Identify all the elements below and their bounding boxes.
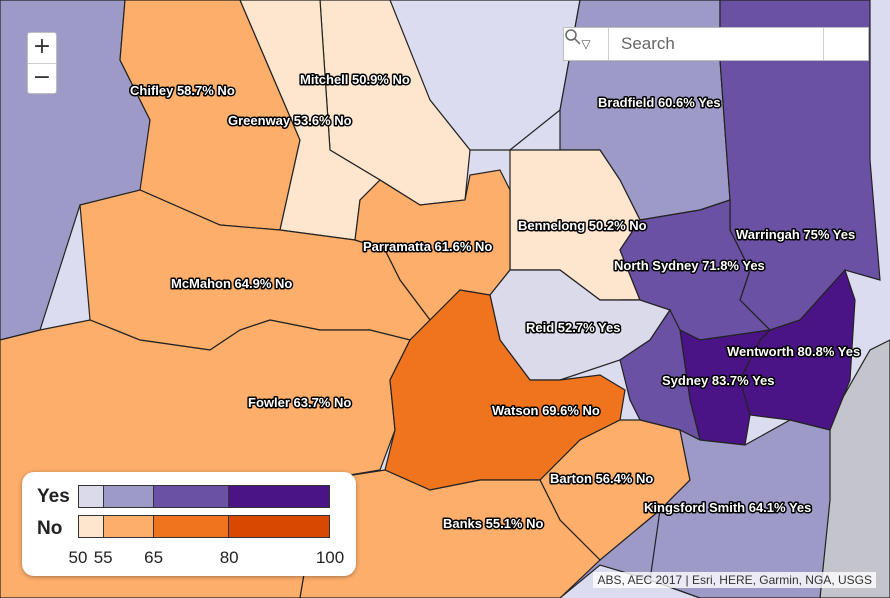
label-banks: Banks 55.1% No — [443, 516, 543, 531]
label-warringah: Warringah 75% Yes — [736, 227, 855, 242]
label-barton: Barton 56.4% No — [550, 471, 653, 486]
legend-tick-label: 50 — [68, 548, 88, 567]
legend-no-label: No — [37, 518, 63, 539]
label-chifley: Chifley 58.7% No — [130, 83, 235, 98]
label-north-sydney: North Sydney 71.8% Yes — [614, 258, 765, 273]
search-widget: ▽ — [563, 27, 869, 61]
legend-tick-label: 80 — [219, 548, 239, 567]
search-button[interactable] — [565, 28, 868, 60]
legend-swatch — [154, 486, 229, 507]
search-input[interactable] — [609, 28, 823, 60]
label-greenway: Greenway 53.6% No — [228, 113, 352, 128]
label-parramatta: Parramatta 61.6% No — [363, 239, 492, 254]
legend: Yes No 50 55 65 80 100 — [22, 472, 356, 576]
legend-swatch — [104, 486, 154, 507]
legend-no-bar — [78, 515, 330, 538]
label-wentworth: Wentworth 80.8% Yes — [727, 344, 860, 359]
label-bradfield: Bradfield 60.6% Yes — [598, 95, 721, 110]
legend-tick-label: 55 — [93, 548, 113, 567]
label-bennelong: Bennelong 50.2% No — [518, 218, 647, 233]
legend-yes-bar — [78, 485, 330, 508]
label-watson: Watson 69.6% No — [492, 403, 600, 418]
zoom-out-button[interactable]: − — [32, 65, 52, 90]
zoom-divider — [28, 63, 56, 64]
district-labels: Chifley 58.7% No Mitchell 50.9% No Green… — [129, 71, 862, 533]
legend-swatch — [229, 516, 329, 537]
legend-tick-label: 100 — [315, 548, 345, 567]
label-fowler: Fowler 63.7% No — [248, 395, 351, 410]
label-kingsford-smith: Kingsford Smith 64.1% Yes — [644, 500, 811, 515]
attribution[interactable]: ABS, AEC 2017 | Esri, HERE, Garmin, NGA,… — [593, 572, 876, 588]
label-mitchell: Mitchell 50.9% No — [300, 72, 410, 87]
label-mcmahon: McMahon 64.9% No — [171, 276, 292, 291]
search-icon — [565, 29, 581, 45]
district-watson[interactable] — [384, 289, 626, 491]
legend-tick-label: 65 — [144, 548, 164, 567]
legend-yes-label: Yes — [37, 486, 70, 507]
chevron-down-icon: ▽ — [581, 37, 591, 51]
zoom-control: + − — [27, 32, 57, 94]
legend-swatch — [79, 516, 104, 537]
label-reid: Reid 52.7% Yes — [526, 320, 620, 335]
legend-swatch — [154, 516, 229, 537]
zoom-in-button[interactable]: + — [32, 34, 52, 59]
legend-swatch — [229, 486, 329, 507]
label-sydney: Sydney 83.7% Yes — [662, 373, 775, 388]
legend-swatch — [79, 486, 104, 507]
search-source-dropdown[interactable]: ▽ — [564, 28, 609, 60]
district-kingsford-smith[interactable] — [649, 419, 831, 598]
legend-swatch — [104, 516, 154, 537]
